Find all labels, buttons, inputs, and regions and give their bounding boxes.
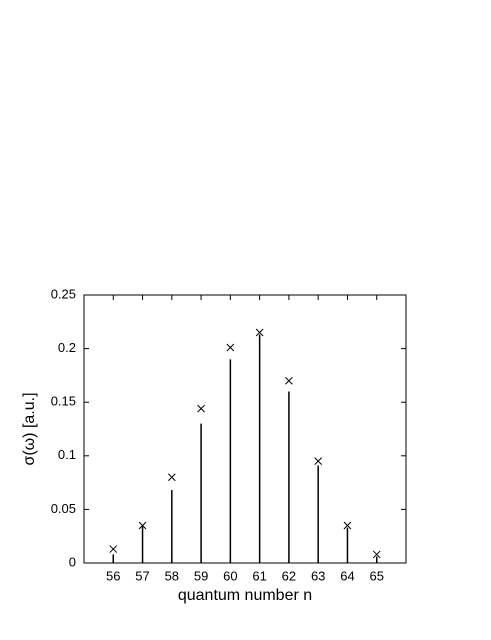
x-tick-label: 56 (106, 568, 120, 583)
x-tick-label: 58 (165, 568, 179, 583)
y-tick-label: 0.25 (51, 286, 76, 301)
plot-frame (83, 294, 407, 564)
cross-marker (109, 545, 118, 553)
y-tick-label: 0 (69, 554, 76, 569)
x-tick-label: 62 (282, 568, 296, 583)
x-tick-label: 64 (340, 568, 354, 583)
y-tick-label: 0.05 (51, 501, 76, 516)
y-tick-label: 0.2 (58, 340, 76, 355)
cross-marker (197, 404, 205, 413)
cross-marker (285, 376, 293, 385)
cross-marker (167, 473, 176, 482)
cross-marker (372, 550, 381, 559)
cross-marker (314, 457, 323, 466)
x-tick-label: 57 (135, 568, 149, 583)
y-axis-label: σ(ω) [a.u.] (21, 392, 38, 465)
y-tick-label: 0.1 (58, 447, 76, 462)
x-axis-label: quantum number n (178, 587, 312, 604)
cross-marker (255, 328, 264, 337)
x-tick-label: 63 (311, 568, 325, 583)
cross-marker (138, 521, 147, 530)
x-tick-label: 59 (194, 568, 208, 583)
x-tick-label: 65 (369, 568, 383, 583)
y-tick-label: 0.15 (51, 394, 76, 409)
cross-marker (343, 521, 352, 530)
cross-marker (226, 343, 235, 352)
x-tick-label: 61 (252, 568, 266, 583)
x-tick-label: 60 (223, 568, 237, 583)
